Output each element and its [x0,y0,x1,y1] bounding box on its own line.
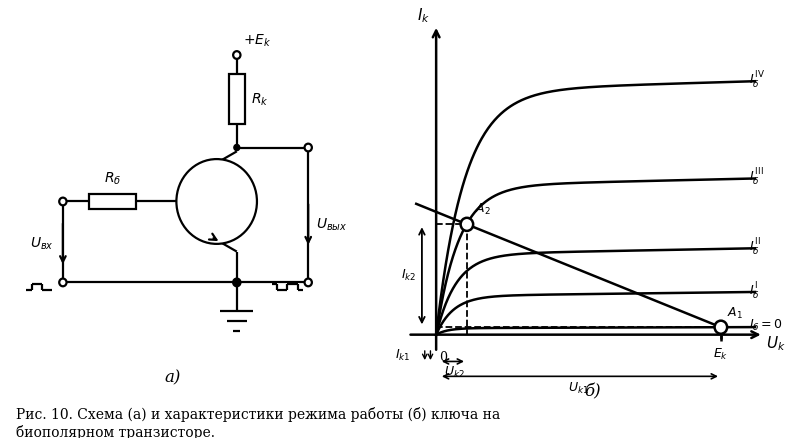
Text: $U_{k2}$: $U_{k2}$ [444,364,465,380]
Text: $U_k$: $U_k$ [767,334,786,353]
Text: $I_б^{\,\mathrm{III}}$: $I_б^{\,\mathrm{III}}$ [749,166,764,187]
Circle shape [59,279,67,286]
Text: $U_{k1}$: $U_{k1}$ [568,381,589,396]
Text: $I_k$: $I_k$ [417,7,431,25]
Circle shape [305,279,312,286]
Text: $U_{вх}$: $U_{вх}$ [30,236,54,252]
Text: Рис. 10. Схема (а) и характеристики режима работы (б) ключа на
биополярном транз: Рис. 10. Схема (а) и характеристики режи… [16,407,500,438]
Circle shape [234,279,240,286]
Circle shape [715,321,727,334]
Text: б): б) [584,383,601,400]
Text: $I_{k2}$: $I_{k2}$ [401,268,416,283]
Text: $I_{k1}$: $I_{k1}$ [395,348,411,363]
Circle shape [233,279,240,286]
Circle shape [59,198,67,205]
Text: $A_1$: $A_1$ [727,306,743,321]
Circle shape [461,218,473,231]
Text: $U_{вых}$: $U_{вых}$ [315,216,347,233]
Text: $I_б^{\,\mathrm{IV}}$: $I_б^{\,\mathrm{IV}}$ [749,69,766,90]
Circle shape [177,159,257,244]
Bar [88,194,136,209]
Text: $I_б =0$: $I_б =0$ [749,318,783,333]
Circle shape [234,145,240,151]
Text: а): а) [165,370,181,386]
Text: $E_k$: $E_k$ [713,346,728,362]
Text: $R_б$: $R_б$ [103,170,121,187]
Circle shape [305,144,312,152]
Text: $+E_k$: $+E_k$ [244,33,271,49]
Text: $I_б^{\,\mathrm{II}}$: $I_б^{\,\mathrm{II}}$ [749,237,762,257]
Circle shape [233,51,240,59]
Text: $A_2$: $A_2$ [475,202,491,217]
Text: $I_б^{\,\mathrm{I}}$: $I_б^{\,\mathrm{I}}$ [749,280,760,301]
Text: $R_k$: $R_k$ [251,91,268,108]
Text: 0: 0 [439,351,447,364]
Bar [228,74,245,124]
